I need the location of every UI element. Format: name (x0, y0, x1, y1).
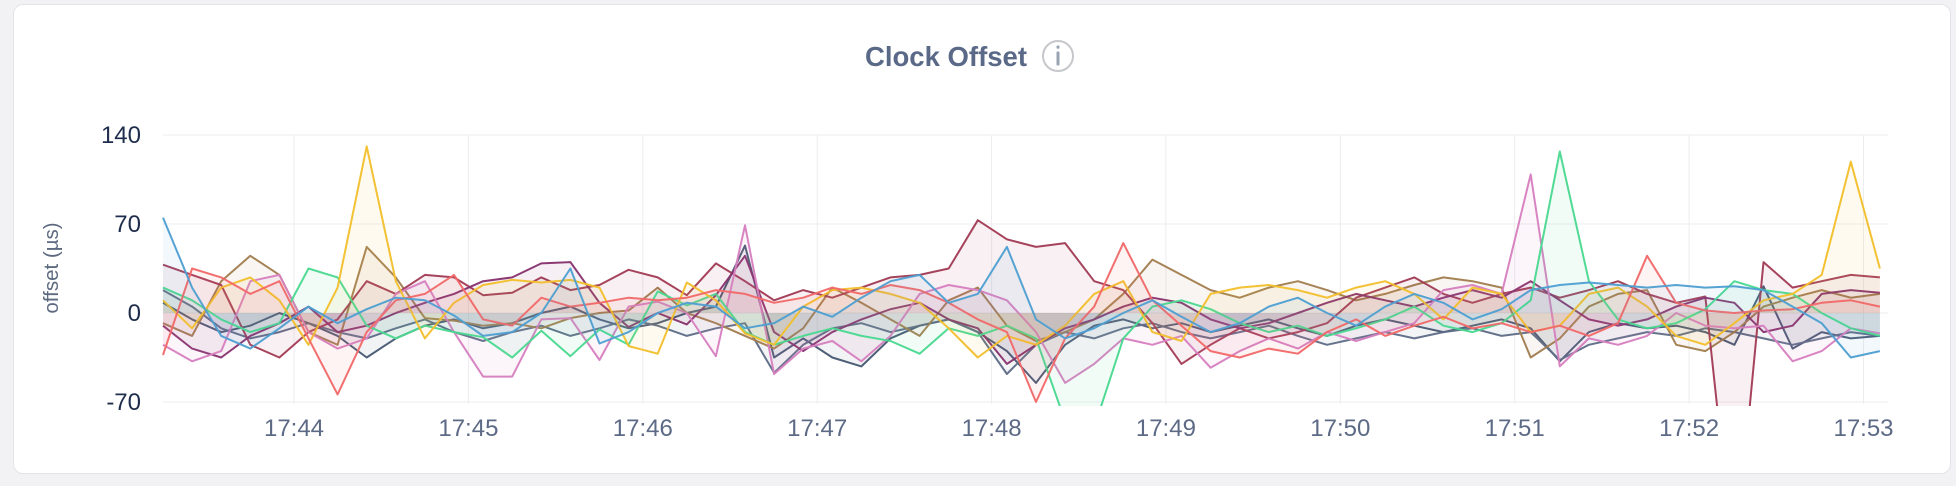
svg-text:17:46: 17:46 (613, 415, 673, 442)
svg-text:17:47: 17:47 (787, 415, 847, 442)
svg-text:17:51: 17:51 (1485, 415, 1545, 442)
svg-text:17:53: 17:53 (1833, 415, 1893, 442)
svg-text:70: 70 (114, 211, 141, 238)
svg-text:17:49: 17:49 (1136, 415, 1196, 442)
svg-text:Clock Offset: Clock Offset (865, 41, 1027, 72)
svg-text:17:50: 17:50 (1310, 415, 1370, 442)
svg-text:17:52: 17:52 (1659, 415, 1719, 442)
svg-text:17:44: 17:44 (264, 415, 324, 442)
svg-text:17:45: 17:45 (438, 415, 498, 442)
svg-text:0: 0 (128, 300, 141, 327)
svg-text:offset (µs): offset (µs) (40, 222, 63, 313)
svg-text:-70: -70 (106, 389, 141, 416)
svg-text:140: 140 (101, 122, 141, 149)
svg-text:17:48: 17:48 (962, 415, 1022, 442)
